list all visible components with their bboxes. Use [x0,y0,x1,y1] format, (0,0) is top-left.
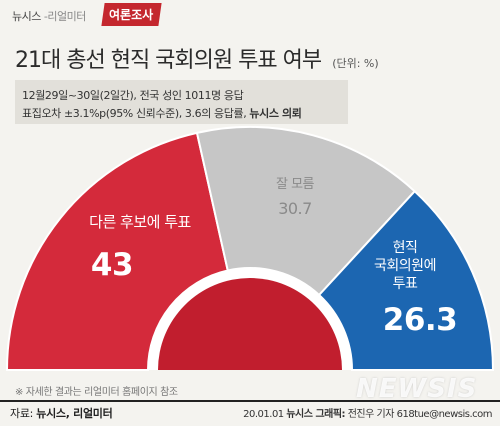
value-incumbent: 26.3 [383,302,458,338]
source-tag: 뉴시스 -리얼미터 [12,8,86,24]
title-block: 21대 총선 현직 국회의원 투표 여부 (단위: %) [15,42,379,74]
newsis-watermark: NEWSIS [356,374,478,404]
label-incumbent-line-3: 투표 [393,276,418,292]
footer-credit: 20.01.01 뉴시스 그래픽: 전진우 기자 618tue@newsis.c… [243,405,492,420]
footnote: ※ 자세한 결과는 리얼미터 홈페이지 참조 [15,387,178,398]
label-unsure: 잘 모름 [276,177,315,192]
footer-date: 20.01.01 [243,409,284,420]
footer-source: 자료: 뉴시스, 리얼미터 [10,405,113,421]
value-other-candidate: 43 [91,247,133,283]
footer-source-label: 자료: [10,407,34,420]
survey-info-line-2: 표집오차 ±3.1%p(95% 신뢰수준), 3.6의 응답률, 뉴시스 의뢰 [22,105,302,121]
header-band [0,0,500,29]
footer-divider [0,400,500,402]
label-other-candidate: 다른 후보에 투표 [89,213,191,231]
survey-info-commission: 뉴시스 의뢰 [249,107,302,120]
unit-label: (단위: %) [332,57,379,70]
footer-graphics-label: 뉴시스 그래픽: [286,409,346,420]
source-brand-newsis: 뉴시스 [12,10,41,23]
label-incumbent-line-2: 국회의원에 [374,258,436,274]
survey-info-line-2-text: 표집오차 ±3.1%p(95% 신뢰수준), 3.6의 응답률, [22,107,247,120]
survey-info-line-1: 12월29일~30일(2일간), 전국 성인 1011명 응답 [22,89,244,102]
footer-credit-text: 전진우 기자 618tue@newsis.com [347,409,493,420]
survey-info-box: 12월29일~30일(2일간), 전국 성인 1011명 응답 표집오차 ±3.… [15,80,348,124]
footer-source-value: 뉴시스, 리얼미터 [36,407,113,420]
center-half-disc [158,278,342,370]
source-brand-realmeter: -리얼미터 [43,10,86,23]
value-unsure: 30.7 [278,199,312,218]
label-incumbent-line-1: 현직 [393,240,418,256]
chart-title: 21대 총선 현직 국회의원 투표 여부 [15,48,322,73]
